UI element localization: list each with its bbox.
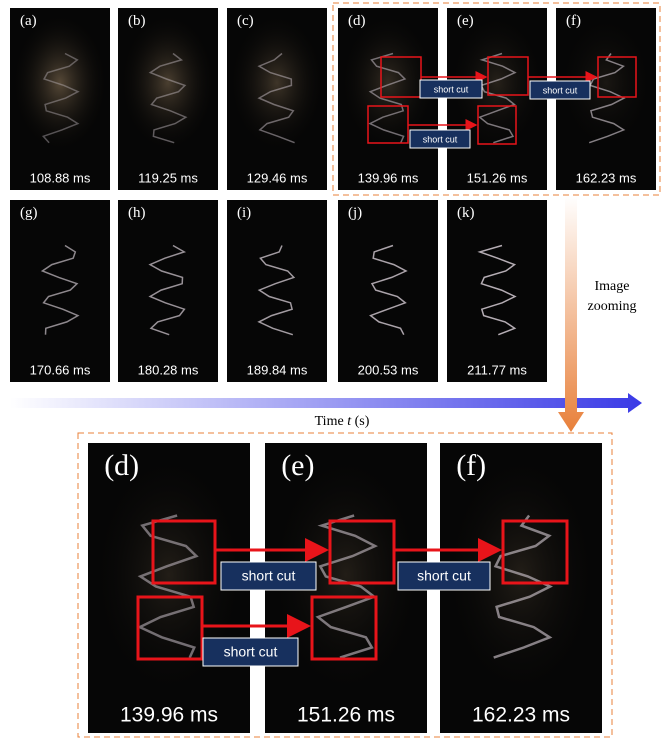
zoom-arrow: [558, 196, 584, 432]
time-label: Time t (s): [315, 414, 370, 429]
panel-time: 170.66 ms: [30, 363, 91, 378]
short-cut-text: short cut: [242, 568, 296, 584]
short-cut-text: short cut: [417, 568, 471, 584]
panel-time: 180.28 ms: [138, 363, 199, 378]
time-prefix: Time: [315, 414, 344, 429]
photo: [227, 200, 327, 382]
zoom-note: zooming: [588, 299, 637, 314]
panel-label: (a): [20, 13, 37, 29]
panel-time: 119.25 ms: [138, 171, 198, 186]
panel-label: (f): [456, 449, 486, 482]
short-cut-text: short cut: [224, 644, 278, 660]
panel-time: 139.96 ms: [120, 703, 218, 726]
panel-time: 139.96 ms: [358, 171, 419, 186]
time-unit: (s): [355, 414, 370, 429]
panel-label: (h): [128, 205, 146, 221]
panel-time: 129.46 ms: [247, 171, 308, 186]
panel-label: (e): [281, 449, 314, 482]
panel-label: (g): [20, 205, 38, 221]
panel-label: (b): [128, 13, 146, 29]
panel-label: (f): [566, 13, 581, 29]
panel-time: 151.26 ms: [297, 703, 395, 726]
time-arrow: [10, 393, 642, 413]
photo: [10, 200, 110, 382]
photo: [338, 200, 438, 382]
panel-time: 108.88 ms: [30, 171, 91, 186]
short-cut-text: short cut: [543, 85, 578, 95]
time-variable: t: [347, 414, 352, 429]
short-cut-text: short cut: [423, 134, 458, 144]
panel-time: 162.23 ms: [576, 171, 637, 186]
short-cut-text: short cut: [434, 84, 469, 94]
panel-time: 189.84 ms: [247, 363, 308, 378]
smoke: [10, 17, 110, 163]
panel-label: (c): [237, 13, 254, 29]
panel-time: 211.77 ms: [467, 363, 527, 378]
panel-time: 162.23 ms: [472, 703, 570, 726]
figure: Image zooming Time t (s) (a) 108.88 ms (b)…: [0, 0, 663, 741]
panel-label: (e): [457, 13, 474, 29]
panel-label: (i): [237, 205, 251, 221]
panel-label: (k): [457, 205, 475, 221]
panel-label: (d): [104, 449, 139, 482]
panel-time: 200.53 ms: [358, 363, 419, 378]
panel-label: (d): [348, 13, 366, 29]
photo: [118, 200, 218, 382]
photo: [447, 200, 547, 382]
zoom-note: Image: [595, 279, 630, 294]
panel-label: (j): [348, 205, 362, 221]
panel-time: 151.26 ms: [467, 171, 528, 186]
